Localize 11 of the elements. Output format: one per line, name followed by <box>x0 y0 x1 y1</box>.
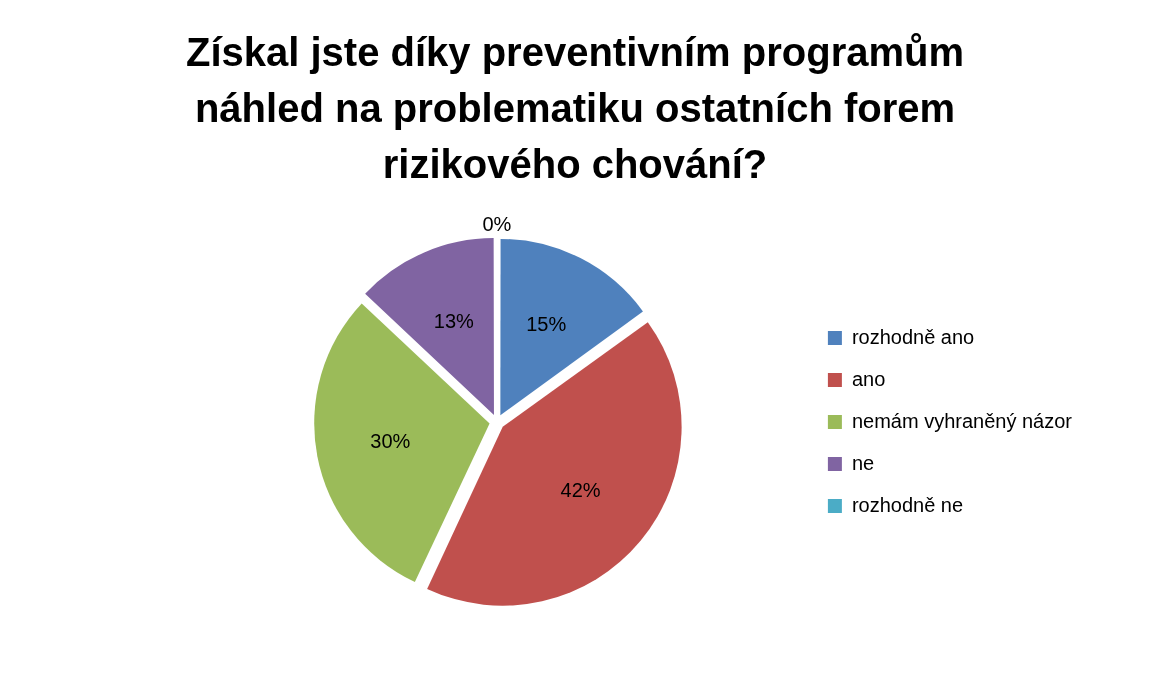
text: 0% <box>482 212 512 235</box>
legend-label: rozhodně ne <box>851 493 964 516</box>
data-label: 13% <box>433 309 475 332</box>
data-label: 15% <box>526 312 567 335</box>
legend-label: ano <box>851 367 886 390</box>
legend-label: ne <box>851 451 875 474</box>
chart-title: Získal jste díky preventivním programům náhled na problematiku ostatních forem rizikového chování? <box>185 29 965 188</box>
data-label: 30% <box>370 429 411 452</box>
legend-label: nemám vyhraněný názor <box>851 409 1073 432</box>
data-label: 42% <box>560 478 601 501</box>
legend-label: rozhodně ano <box>851 325 975 348</box>
